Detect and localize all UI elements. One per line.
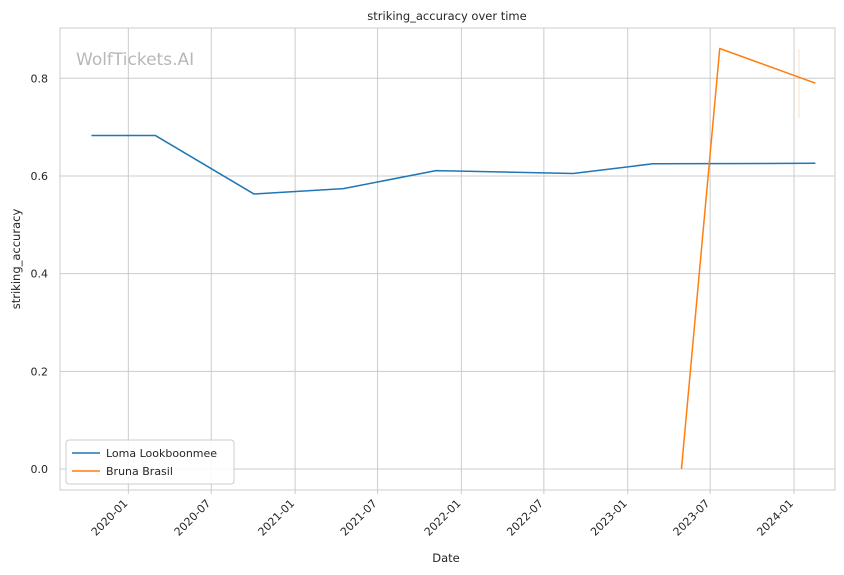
grid (60, 28, 835, 490)
y-tick-label: 0.0 (31, 463, 49, 476)
legend-label-loma: Loma Lookboonmee (106, 447, 217, 460)
series-line-bruna-brasil (680, 47, 816, 470)
y-tick-label: 0.8 (31, 72, 49, 85)
series-lines (91, 47, 816, 470)
chart-title: striking_accuracy over time (367, 9, 526, 23)
y-tick-label: 0.2 (31, 365, 49, 378)
y-axis-ticks: 0.0 0.2 0.4 0.6 0.8 (31, 72, 49, 476)
plot-frame (59, 27, 836, 491)
legend-box (65, 439, 235, 485)
legend: Loma Lookboonmee Bruna Brasil (65, 439, 235, 485)
series-line-loma-lookboonmee (91, 134, 816, 195)
y-axis-title: striking_accuracy (9, 209, 23, 310)
legend-label-bruna: Bruna Brasil (106, 465, 173, 478)
y-tick-label: 0.6 (31, 170, 49, 183)
watermark: WolfTickets.AI (76, 50, 194, 70)
y-tick-label: 0.4 (31, 268, 49, 281)
x-axis-title: Date (432, 551, 460, 565)
